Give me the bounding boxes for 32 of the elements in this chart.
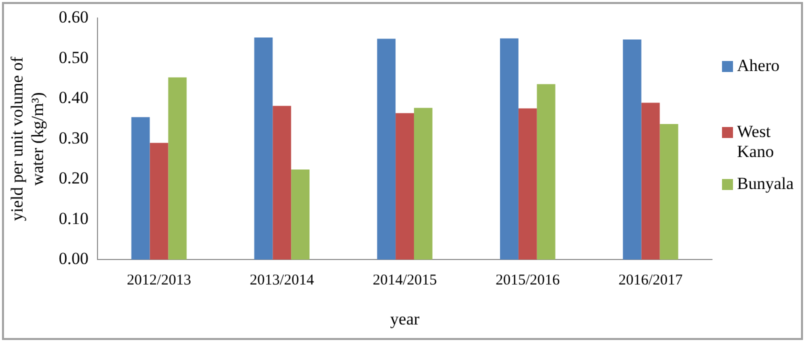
bar <box>536 84 556 260</box>
y-tick-label: 0.30 <box>58 128 89 148</box>
bar <box>291 169 310 260</box>
bar <box>500 38 518 260</box>
y-axis-title: yield per unit volume of water (kg/m³) <box>8 56 48 222</box>
bar <box>131 117 150 260</box>
x-axis-title: year <box>390 309 420 328</box>
y-tick-label: 0.00 <box>58 249 89 268</box>
x-tick-label: 2016/2017 <box>618 272 684 289</box>
y-tick-label: 0.50 <box>58 48 89 67</box>
bar <box>396 113 414 260</box>
bar <box>254 38 273 260</box>
x-tick-label: 2012/2013 <box>126 272 192 289</box>
y-tick-label: 0.40 <box>58 88 89 108</box>
bar <box>518 108 537 260</box>
legend-label: Bunyala <box>737 174 794 194</box>
y-tick-label: 0.20 <box>58 168 89 188</box>
bar <box>641 102 660 260</box>
y-tick-label: 0.60 <box>58 8 89 27</box>
bar <box>414 108 432 260</box>
legend-label: West Kano <box>737 122 775 162</box>
bar <box>377 38 396 260</box>
bar <box>622 40 642 260</box>
bar <box>150 142 168 260</box>
y-tick-label: 0.10 <box>58 208 89 228</box>
bar <box>660 124 678 260</box>
x-tick-label: 2014/2015 <box>372 272 437 289</box>
bar <box>168 77 187 260</box>
legend-label: Ahero <box>737 56 780 76</box>
x-tick-label: 2013/2014 <box>250 272 314 289</box>
bar <box>272 106 292 260</box>
x-tick-label: 2015/2016 <box>496 272 560 289</box>
